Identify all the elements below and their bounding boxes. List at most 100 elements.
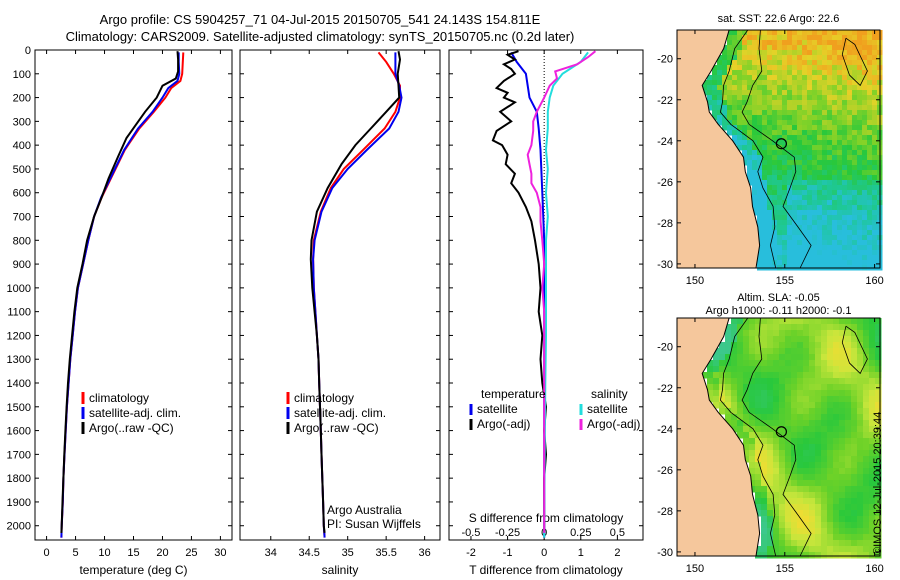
heatmap-cell [782,150,788,156]
heatmap-cell [767,95,773,101]
heatmap-cell [792,210,798,216]
heatmap-cell [757,195,763,201]
heatmap-cell [833,390,840,397]
heatmap-cell [867,255,873,261]
heatmap-cell [863,480,870,487]
heatmap-cell [797,170,803,176]
heatmap-cell [837,230,843,236]
heatmap-cell [872,190,878,196]
heatmap-cell [869,552,876,559]
heatmap-cell [772,115,778,121]
heatmap-cell [852,230,858,236]
heatmap-cell [832,80,838,86]
heatmap-cell [852,190,858,196]
heatmap-cell [755,390,762,397]
heatmap-cell [839,528,846,535]
heatmap-cell [725,414,732,421]
heatmap-cell [749,462,756,469]
heatmap-cell [869,372,876,379]
s-tick-label: 0.5 [610,527,625,539]
x-axis-label: temperature (deg C) [79,563,187,577]
heatmap-cell [807,80,813,86]
heatmap-cell [791,462,798,469]
series-line-black [309,51,402,534]
heatmap-cell [839,420,846,427]
heatmap-cell [807,65,813,71]
heatmap-cell [812,245,818,251]
heatmap-cell [772,210,778,216]
heatmap-cell [839,540,846,547]
heatmap-cell [845,402,852,409]
heatmap-cell [779,540,786,547]
heatmap-cell [837,175,843,181]
heatmap-cell [701,372,708,379]
heatmap-cell [803,402,810,409]
heatmap-cell [767,528,774,535]
heatmap-cell [762,50,768,56]
heatmap-cell [797,140,803,146]
heatmap-cell [845,384,852,391]
heatmap-cell [872,70,878,76]
heatmap-cell [847,185,853,191]
heatmap-cell [749,324,756,331]
heatmap-cell [872,240,878,246]
heatmap-cell [822,100,828,106]
heatmap-cell [845,486,852,493]
heatmap-cell [857,55,863,61]
heatmap-cell [785,474,792,481]
heatmap-cell [742,145,748,151]
heatmap-cell [862,110,868,116]
heatmap-cell [845,396,852,403]
heatmap-cell [791,324,798,331]
heatmap-cell [787,140,793,146]
heatmap-cell [773,426,780,433]
heatmap-cell [847,95,853,101]
heatmap-cell [852,95,858,101]
heatmap-cell [797,110,803,116]
heatmap-cell [773,534,780,541]
heatmap-cell [827,30,833,36]
heatmap-cell [807,85,813,91]
heatmap-cell [827,115,833,121]
heatmap-cell [787,220,793,226]
heatmap-cell [797,200,803,206]
heatmap-cell [787,210,793,216]
heatmap-cell [837,75,843,81]
heatmap-cell [757,210,763,216]
heatmap-cell [862,80,868,86]
heatmap-cell [782,120,788,126]
heatmap-cell [857,190,863,196]
heatmap-cell [792,125,798,131]
heatmap-cell [722,65,728,71]
heatmap-cell [747,60,753,66]
heatmap-cell [777,175,783,181]
heatmap-cell [839,498,846,505]
heatmap-cell [767,45,773,51]
heatmap-cell [852,45,858,51]
heatmap-cell [845,348,852,355]
heatmap-cell [755,396,762,403]
heatmap-cell [837,65,843,71]
heatmap-cell [731,420,738,427]
heatmap-cell [732,110,738,116]
heatmap-cell [817,155,823,161]
legend-label: satellite [587,402,628,416]
heatmap-cell [737,366,744,373]
heatmap-cell [862,155,868,161]
heatmap-cell [839,522,846,529]
heatmap-cell [857,408,864,415]
heatmap-cell [802,135,808,141]
heatmap-cell [867,70,873,76]
heatmap-cell [802,60,808,66]
heatmap-cell [722,75,728,81]
heatmap-cell [807,145,813,151]
heatmap-cell [752,190,758,196]
heatmap-cell [847,215,853,221]
heatmap-cell [802,150,808,156]
heatmap-cell [787,200,793,206]
x-tick-label: 20 [156,547,168,559]
s-tick-label: -0.5 [461,527,480,539]
heatmap-cell [742,160,748,166]
heatmap-cell [777,90,783,96]
heatmap-cell [857,540,864,547]
